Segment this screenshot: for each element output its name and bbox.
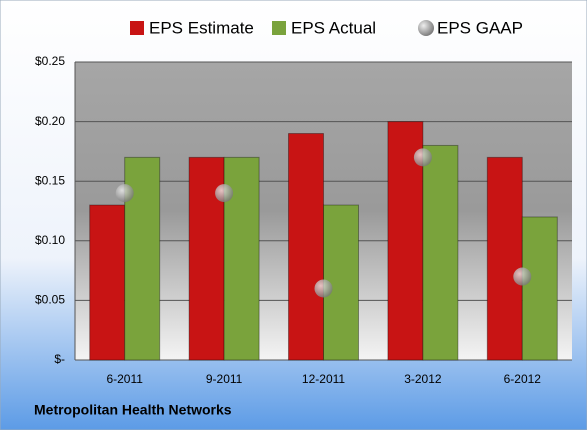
legend-label: EPS Estimate <box>149 18 254 37</box>
chart-title: Metropolitan Health Networks <box>34 402 232 418</box>
y-tick-label: $0.05 <box>35 293 65 307</box>
x-tick-label: 6-2011 <box>106 372 143 386</box>
bar <box>422 144 459 361</box>
legend-marker <box>130 21 144 35</box>
legend-marker <box>272 21 286 35</box>
x-tick-label: 3-2012 <box>404 372 442 386</box>
y-tick-label: $- <box>54 352 65 366</box>
x-tick-label: 9-2011 <box>206 372 243 386</box>
legend-label: EPS Actual <box>291 18 376 37</box>
gaap-marker <box>413 148 432 167</box>
y-tick-label: $0.15 <box>35 173 65 187</box>
bar <box>288 133 324 361</box>
bar <box>486 156 523 361</box>
bar <box>521 216 558 361</box>
gaap-marker <box>314 279 333 298</box>
legend-label: EPS GAAP <box>437 18 523 37</box>
gaap-marker <box>215 184 234 203</box>
y-tick-label: $0.25 <box>35 54 65 68</box>
y-tick-label: $0.10 <box>35 233 65 247</box>
bar <box>89 204 126 361</box>
legend-marker <box>418 20 434 36</box>
x-tick-label: 12-2011 <box>302 372 345 386</box>
gaap-marker <box>513 267 532 286</box>
x-tick-label: 6-2012 <box>504 372 542 386</box>
gaap-marker <box>115 184 134 203</box>
y-tick-label: $0.20 <box>35 114 65 128</box>
